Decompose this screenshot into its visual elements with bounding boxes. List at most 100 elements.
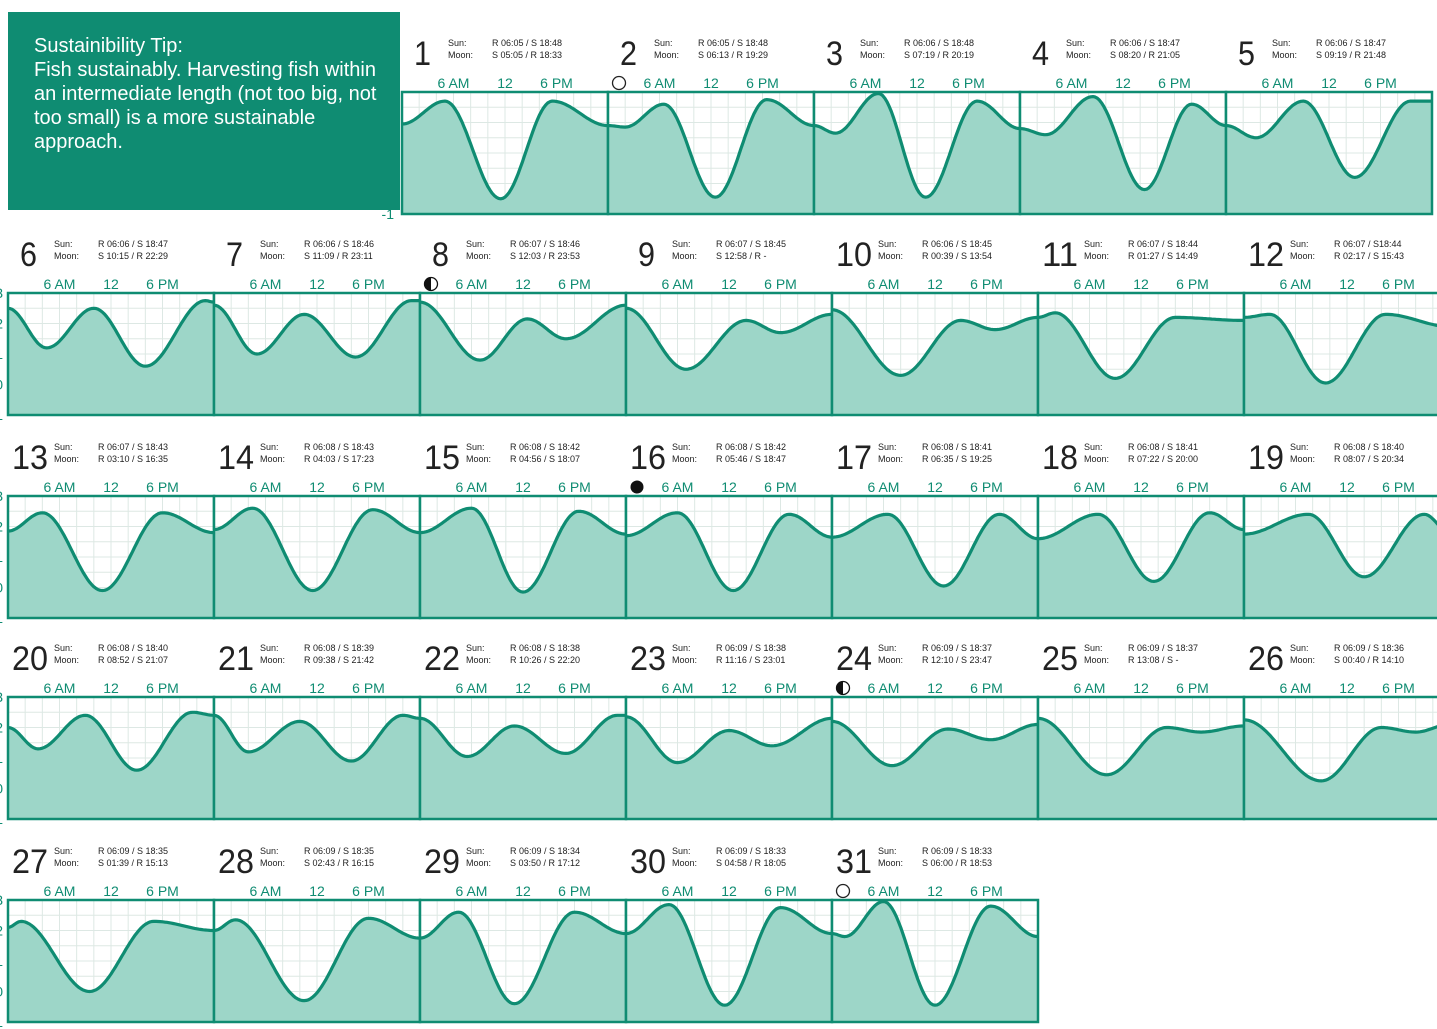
tide-area [832,901,1038,1022]
tide-area [832,514,1038,618]
sun-label: Sun: [1084,442,1103,452]
sun-label: Sun: [1290,643,1309,653]
tide-line [625,715,832,765]
moon-times: S 00:40 / R 14:10 [1334,655,1404,665]
moon-label: Moon: [654,50,679,60]
tide-area [626,308,832,415]
tide-area [420,508,626,618]
tide-line [831,719,1038,768]
x-tick-label: 6 PM [764,479,797,495]
day-1: 6 AM 12 6 PM 1 Sun: Moon: R 06:05 / S 18:48 S 0… [400,35,610,216]
moon-times: S 11:09 / R 23:11 [304,251,373,261]
day-frame [830,898,1040,1024]
sun-times: R 06:07 / S 18:45 [716,239,786,249]
moon-label: Moon: [878,454,903,464]
x-tick-label: 6 PM [1382,680,1415,696]
y-tick-label: 3 [0,689,3,705]
moon-label: Moon: [448,50,473,60]
sun-label: Sun: [1066,38,1085,48]
moon-times: S 05:05 / R 18:33 [492,50,562,60]
day-number: 4 [1032,35,1049,73]
moon-times: S 12:58 / R - [716,251,767,261]
day-frame [1242,695,1437,821]
x-tick-label: 12 [1115,75,1131,91]
x-tick-label: 12 [1339,479,1355,495]
moon-times: S 07:19 / R 20:19 [904,50,974,60]
day-13: 6 AM 12 6 PM 13 Sun: Moon: R 06:07 / S 18:43 R … [6,439,216,620]
x-tick-label: 12 [1339,276,1355,292]
moon-label: Moon: [466,655,491,665]
tide-area [814,93,1020,214]
y-tick-label: -1 [0,811,3,827]
x-tick-label: 6 AM [1074,276,1106,292]
x-tick-label: 6 AM [1280,680,1312,696]
day-number: 12 [1248,236,1284,274]
moon-times: S 03:50 / R 17:12 [510,858,580,868]
day-frame [1242,494,1437,620]
x-tick-label: 12 [309,479,325,495]
x-tick-label: 6 PM [970,883,1003,899]
tide-line [1037,311,1244,380]
day-16: 6 AM 12 6 PM 16 Sun: Moon: R 06:08 / S 18:42 R … [624,439,834,620]
x-tick-label: 6 PM [1176,276,1209,292]
moon-label: Moon: [1290,454,1315,464]
x-tick-label: 12 [103,883,119,899]
x-tick-label: 6 PM [1158,75,1191,91]
sun-label: Sun: [260,846,279,856]
y-tick-label: 1 [0,549,3,565]
y-tick-label: -1 [0,610,3,626]
day-number: 17 [836,439,872,477]
y-tick-label: 1 [0,750,3,766]
moon-times: R 01:27 / S 14:49 [1128,251,1198,261]
day-8: 6 AM 12 6 PM 8 Sun: Moon: R 06:07 / S 18:46 S 1… [418,236,628,417]
x-tick-label: 12 [721,883,737,899]
x-tick-label: 12 [927,883,943,899]
x-tick-label: 12 [515,479,531,495]
sun-times: R 06:08 / S 18:38 [510,643,580,653]
day-5: 6 AM 12 6 PM 5 Sun: Moon: R 06:06 / S 18:47 S 0… [1224,35,1434,216]
x-tick-label: 6 PM [746,75,779,91]
x-tick-label: 6 PM [352,276,385,292]
day-number: 13 [12,439,48,477]
moon-label: Moon: [672,251,697,261]
sun-label: Sun: [54,643,73,653]
y-tick-label: 2 [0,519,3,535]
x-tick-label: 6 PM [146,276,179,292]
day-24: 6 AM 12 6 PM 24 Sun: Moon: R 06:09 / S 18:37 R … [830,640,1040,821]
moon-label: Moon: [672,454,697,464]
sun-times: R 06:05 / S 18:48 [492,38,562,48]
x-tick-label: 6 AM [662,883,694,899]
sun-label: Sun: [878,442,897,452]
x-tick-label: 6 PM [970,276,1003,292]
moon-times: R 08:52 / S 21:07 [98,655,168,665]
day-6: 6 AM 12 6 PM 6 Sun: Moon: R 06:06 / S 18:47 S 1… [6,236,216,417]
moon-times: S 10:15 / R 22:29 [98,251,168,261]
moon-times: R 02:17 / S 15:43 [1334,251,1404,261]
sun-times: R 06:08 / S 18:42 [510,442,580,452]
tide-area [1038,718,1244,819]
day-number: 20 [12,640,48,678]
sun-label: Sun: [1290,442,1309,452]
sun-label: Sun: [54,239,73,249]
tide-line [608,98,815,199]
x-tick-label: 12 [721,680,737,696]
tide-line [625,903,833,1007]
sun-times: R 06:09 / S 18:36 [1334,643,1404,653]
sun-label: Sun: [672,239,691,249]
y-tick-label: 2 [0,720,3,736]
x-tick-label: 12 [927,479,943,495]
x-tick-label: 6 AM [1280,276,1312,292]
y-tick-label: -1 [0,1014,3,1029]
new-moon-icon [630,480,644,494]
moon-times: R 06:35 / S 19:25 [922,454,992,464]
sun-times: R 06:06 / S 18:47 [1316,38,1386,48]
sun-times: R 06:09 / S 18:34 [510,846,580,856]
moon-label: Moon: [672,858,697,868]
sun-times: R 06:08 / S 18:42 [716,442,786,452]
day-number: 19 [1248,439,1284,477]
day-21: 6 AM 12 6 PM 21 Sun: Moon: R 06:08 / S 18:39 R … [212,640,422,821]
moon-times: R 07:22 / S 20:00 [1128,454,1198,464]
tide-line [7,299,215,368]
